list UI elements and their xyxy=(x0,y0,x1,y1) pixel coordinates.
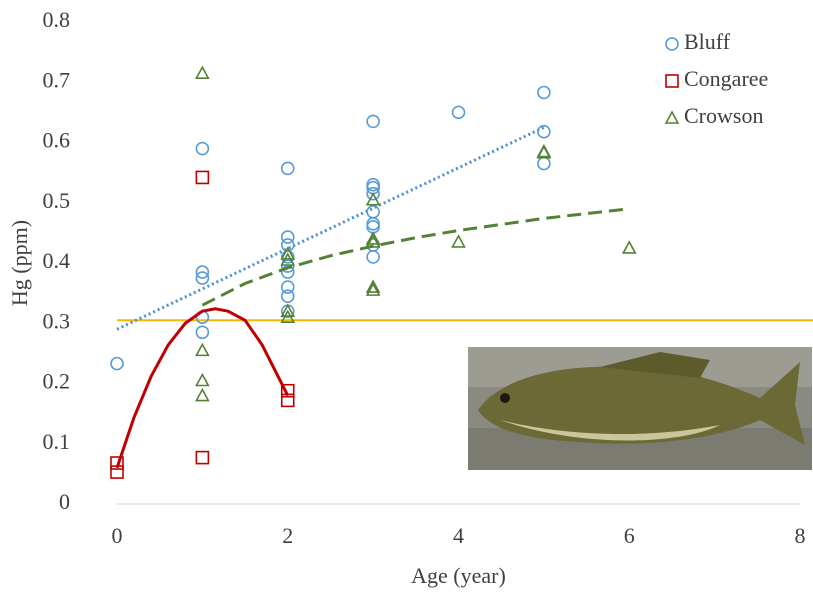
data-point xyxy=(196,67,208,78)
y-tick-label: 0.5 xyxy=(43,188,71,213)
data-point xyxy=(538,86,550,98)
data-point xyxy=(196,143,208,155)
legend-label: Crowson xyxy=(684,103,763,128)
y-tick-label: 0 xyxy=(59,489,70,514)
legend-marker xyxy=(666,75,678,87)
data-point xyxy=(367,218,379,230)
y-tick-label: 0.4 xyxy=(43,248,71,273)
y-tick-label: 0.7 xyxy=(43,67,71,92)
data-point xyxy=(196,326,208,338)
x-tick-label: 6 xyxy=(624,523,635,548)
data-point xyxy=(196,390,208,401)
data-point xyxy=(196,452,208,464)
data-point xyxy=(111,358,123,370)
x-tick-label: 8 xyxy=(795,523,806,548)
data-point xyxy=(282,290,294,302)
data-point xyxy=(538,158,550,170)
data-point xyxy=(453,236,465,247)
data-point xyxy=(196,344,208,355)
y-axis-label: Hg (ppm) xyxy=(7,220,32,306)
y-tick-label: 0.3 xyxy=(43,308,71,333)
data-point xyxy=(282,162,294,174)
data-point xyxy=(111,466,123,478)
fish-photo xyxy=(468,347,812,470)
data-point xyxy=(453,106,465,118)
data-point xyxy=(538,126,550,138)
x-tick-label: 0 xyxy=(112,523,123,548)
legend-label: Congaree xyxy=(684,66,768,91)
x-tick-label: 2 xyxy=(282,523,293,548)
data-point xyxy=(196,374,208,385)
x-axis-label: Age (year) xyxy=(411,563,506,588)
data-point xyxy=(623,242,635,253)
y-tick-label: 0.2 xyxy=(43,369,71,394)
data-point xyxy=(367,115,379,127)
data-point xyxy=(196,171,208,183)
legend-label: Bluff xyxy=(684,29,731,54)
fish-eye xyxy=(500,393,510,403)
trend-line xyxy=(117,127,544,329)
data-point xyxy=(367,206,379,218)
page: {"chart_data": {"type": "scatter", "x_la… xyxy=(0,0,813,594)
y-tick-label: 0.1 xyxy=(43,429,71,454)
legend-marker xyxy=(666,112,678,123)
y-tick-label: 0.8 xyxy=(43,7,71,32)
data-point xyxy=(367,221,379,233)
y-tick-label: 0.6 xyxy=(43,128,71,153)
legend-marker xyxy=(666,38,678,50)
chart: 0 0.1 0.2 0.3 0.4 0.5 0.6 0.7 0.8 0 2 4 6 8 Age (year)… xyxy=(0,0,813,594)
data-point xyxy=(367,251,379,263)
x-tick-label: 4 xyxy=(453,523,464,548)
